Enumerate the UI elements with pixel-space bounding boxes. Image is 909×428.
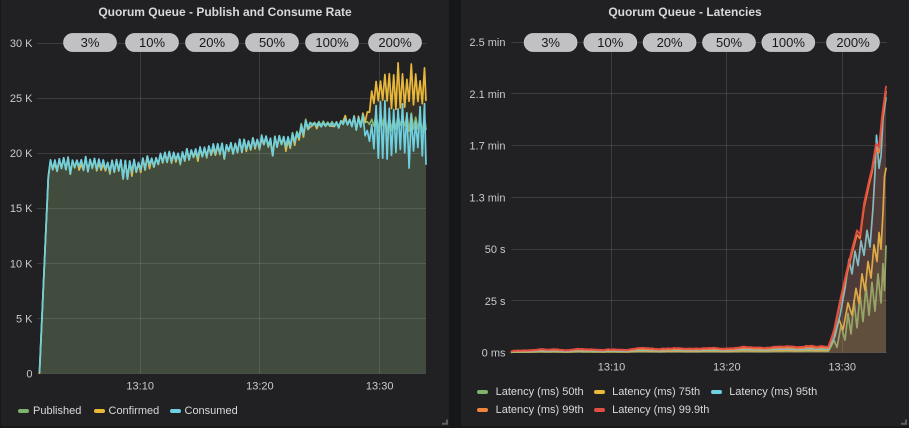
svg-text:200%: 200% — [836, 35, 870, 50]
svg-text:25 s: 25 s — [485, 296, 506, 308]
svg-text:13:10: 13:10 — [598, 362, 626, 374]
svg-text:20%: 20% — [657, 35, 683, 50]
svg-text:13:30: 13:30 — [366, 381, 394, 393]
svg-text:13:30: 13:30 — [828, 362, 856, 374]
svg-text:0 ms: 0 ms — [482, 348, 506, 360]
svg-text:3%: 3% — [81, 35, 100, 50]
svg-text:30 K: 30 K — [10, 38, 33, 50]
svg-text:10 K: 10 K — [10, 258, 33, 270]
svg-text:1.7 min: 1.7 min — [469, 141, 505, 153]
svg-text:3%: 3% — [541, 35, 560, 50]
svg-text:50%: 50% — [716, 35, 742, 50]
svg-text:100%: 100% — [315, 35, 349, 50]
svg-text:1.3 min: 1.3 min — [469, 192, 505, 204]
svg-text:10%: 10% — [139, 35, 165, 50]
svg-text:13:10: 13:10 — [126, 381, 154, 393]
svg-text:5 K: 5 K — [16, 313, 33, 325]
svg-text:20%: 20% — [199, 35, 225, 50]
svg-text:100%: 100% — [772, 35, 806, 50]
svg-text:200%: 200% — [378, 35, 412, 50]
svg-text:20 K: 20 K — [10, 148, 33, 160]
svg-text:0: 0 — [26, 369, 32, 381]
svg-text:13:20: 13:20 — [713, 362, 741, 374]
svg-text:15 K: 15 K — [10, 203, 33, 215]
svg-text:13:20: 13:20 — [246, 381, 274, 393]
svg-text:2.1 min: 2.1 min — [469, 89, 505, 101]
svg-text:50%: 50% — [259, 35, 285, 50]
svg-text:10%: 10% — [597, 35, 623, 50]
svg-text:2.5 min: 2.5 min — [469, 37, 505, 49]
svg-text:50 s: 50 s — [485, 244, 506, 256]
svg-text:25 K: 25 K — [10, 93, 33, 105]
